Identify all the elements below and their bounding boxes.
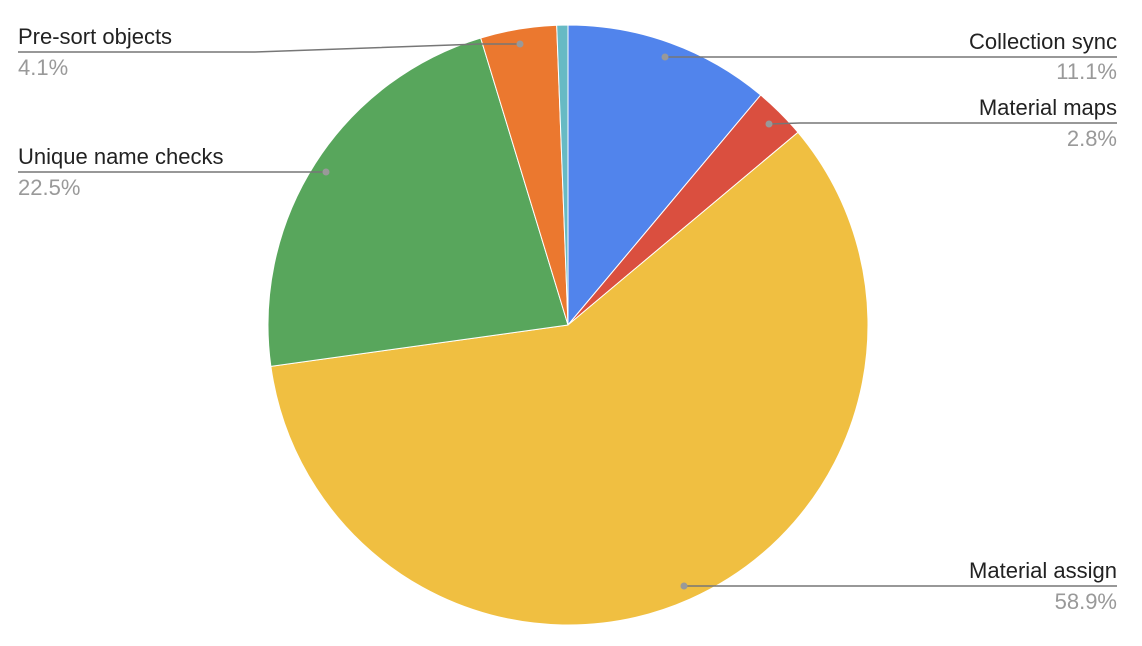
data-label-pre-sort-objects: Pre-sort objects bbox=[18, 24, 173, 49]
data-label-material-assign: Material assign bbox=[969, 558, 1117, 583]
leader-dot-pre-sort-objects bbox=[516, 40, 524, 48]
leader-dot-unique-name-checks bbox=[322, 168, 330, 176]
pie-slice-material-assign bbox=[270, 131, 869, 626]
pie-slice-other bbox=[556, 24, 569, 326]
data-label-unique-name-checks: Unique name checks bbox=[18, 144, 224, 169]
leader-line-pre-sort-objects bbox=[18, 43, 520, 53]
data-label-pct-unique-name-checks: 22.5% bbox=[18, 175, 81, 200]
data-label-pct-material-assign: 58.9% bbox=[1054, 589, 1117, 614]
data-label-pct-pre-sort-objects: 4.1% bbox=[18, 55, 69, 80]
leader-dot-collection-sync bbox=[661, 53, 669, 61]
data-label-material-maps: Material maps bbox=[978, 95, 1117, 120]
leader-line-material-maps bbox=[768, 122, 1117, 125]
pie-slice-unique-name-checks bbox=[267, 37, 569, 367]
leader-dot-material-assign bbox=[680, 582, 688, 590]
data-label-collection-sync: Collection sync bbox=[969, 29, 1117, 54]
leader-dot-material-maps bbox=[765, 120, 773, 128]
pie-slice-collection-sync bbox=[567, 24, 762, 327]
data-label-pct-collection-sync: 11.1% bbox=[1056, 59, 1117, 84]
data-label-pct-material-maps: 2.8% bbox=[1066, 126, 1117, 151]
